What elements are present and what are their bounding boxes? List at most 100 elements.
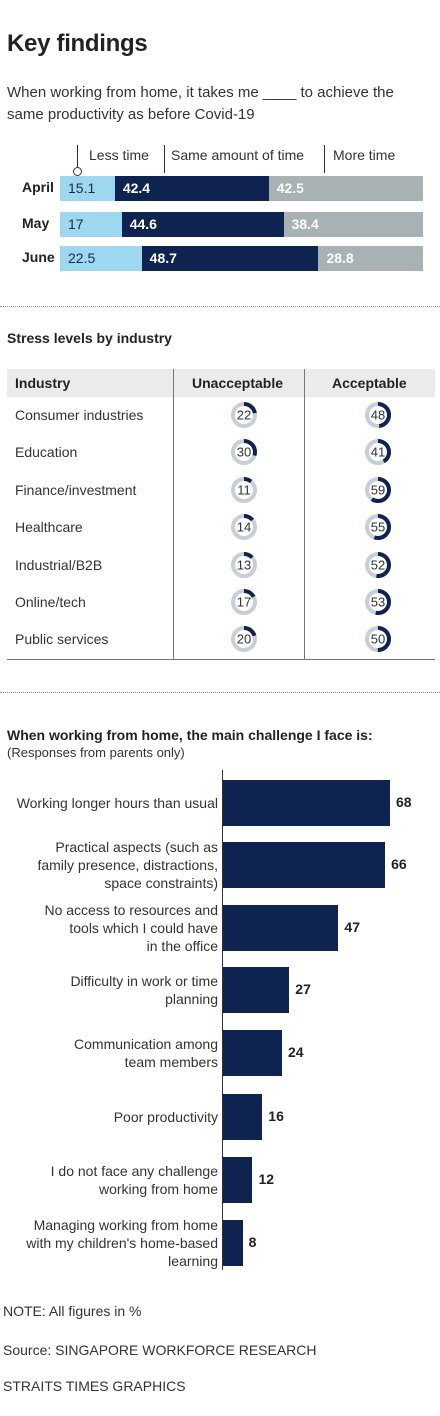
challenge-value: 8 bbox=[248, 1234, 257, 1250]
industry-name: Healthcare bbox=[15, 519, 83, 536]
challenge-label-line: No access to resources and bbox=[44, 902, 218, 918]
challenge-label-line: Practical aspects (such as bbox=[55, 839, 218, 855]
segment-same-time: 44.6 bbox=[121, 212, 284, 237]
table-row: Finance/investment 11 59 bbox=[7, 472, 435, 509]
acceptable-donut-value: 52 bbox=[371, 557, 385, 572]
challenge-label-line: I do not face any challenge bbox=[50, 1163, 218, 1179]
challenge-label: Difficulty in work or time planning bbox=[0, 972, 218, 1008]
challenge-section-title: When working from home, the main challen… bbox=[7, 727, 373, 743]
segment-less-time: 15.1 bbox=[60, 176, 115, 201]
stacked-row: April 15.1 42.4 42.5 bbox=[0, 176, 440, 201]
unacceptable-donut-arc bbox=[231, 589, 257, 615]
challenge-bar bbox=[223, 1157, 253, 1203]
acceptable-donut: 59 bbox=[365, 476, 391, 503]
unacceptable-donut-arc bbox=[231, 626, 257, 653]
acceptable-donut: 41 bbox=[365, 439, 391, 466]
segment-less-time: 22.5 bbox=[60, 246, 142, 271]
row-label-month: June bbox=[22, 249, 55, 265]
unacceptable-donut-arc bbox=[231, 439, 257, 466]
challenge-label: Communication among team members bbox=[0, 1035, 218, 1071]
challenge-label: No access to resources and tools which I … bbox=[0, 901, 218, 955]
segment-more-time: 28.8 bbox=[318, 246, 423, 271]
table-row: Education 30 41 bbox=[7, 434, 435, 471]
challenge-bar bbox=[223, 967, 290, 1013]
legend-tick-less-time bbox=[77, 145, 78, 169]
unacceptable-donut: 11 bbox=[231, 476, 257, 503]
page-title: Key findings bbox=[7, 30, 148, 57]
legend-more-time: More time bbox=[333, 147, 396, 163]
acceptable-donut-arc bbox=[365, 626, 391, 653]
table-row: Industrial/B2B 13 52 bbox=[7, 547, 435, 584]
challenge-value: 66 bbox=[391, 856, 407, 872]
challenge-bar bbox=[223, 905, 339, 951]
challenge-label-line: working from home bbox=[98, 1181, 218, 1197]
bar-axis bbox=[222, 770, 223, 1270]
acceptable-donut-arc bbox=[365, 514, 391, 541]
stacked-row: June 22.5 48.7 28.8 bbox=[0, 246, 440, 271]
table-bottom-rule bbox=[7, 659, 435, 660]
challenge-label-line: Difficulty in work or time bbox=[70, 973, 218, 989]
table-row: Consumer industries 22 48 bbox=[7, 397, 435, 434]
acceptable-donut: 52 bbox=[365, 551, 391, 578]
acceptable-donut: 53 bbox=[365, 589, 391, 615]
column-header-acceptable: Acceptable bbox=[332, 375, 407, 391]
table-row: Public services 20 50 bbox=[7, 621, 435, 658]
unacceptable-donut: 30 bbox=[231, 439, 257, 466]
challenge-value: 68 bbox=[396, 794, 412, 810]
challenge-label-line: learning bbox=[168, 1253, 218, 1269]
challenge-label: Practical aspects (such as family presenc… bbox=[0, 838, 218, 892]
industry-name: Public services bbox=[15, 631, 109, 648]
acceptable-donut-value: 41 bbox=[371, 445, 385, 460]
segment-more-time: 42.5 bbox=[268, 176, 423, 201]
challenge-bar bbox=[223, 1220, 243, 1266]
unacceptable-donut-arc bbox=[231, 551, 257, 578]
challenge-bar bbox=[223, 842, 386, 888]
challenge-value: 47 bbox=[344, 919, 360, 935]
challenge-label: Poor productivity bbox=[0, 1108, 218, 1126]
acceptable-donut-arc bbox=[365, 439, 391, 466]
unacceptable-donut: 13 bbox=[231, 551, 257, 578]
challenge-label-line: planning bbox=[165, 991, 218, 1007]
unacceptable-donut-value: 20 bbox=[237, 632, 251, 647]
acceptable-donut-arc bbox=[365, 551, 391, 578]
column-divider bbox=[173, 369, 174, 659]
acceptable-donut-value: 50 bbox=[371, 632, 385, 647]
table-row: Healthcare 14 55 bbox=[7, 509, 435, 546]
industry-name: Online/tech bbox=[15, 594, 86, 610]
challenge-bar bbox=[223, 1094, 263, 1140]
acceptable-donut-value: 59 bbox=[371, 482, 385, 497]
footnote: NOTE: All figures in % bbox=[3, 1303, 142, 1319]
legend-tick-more-time bbox=[324, 145, 325, 173]
column-divider bbox=[304, 369, 305, 659]
stacked-row: May 17 44.6 38.4 bbox=[0, 212, 440, 237]
unacceptable-donut: 20 bbox=[231, 626, 257, 653]
challenge-subtitle: (Responses from parents only) bbox=[7, 745, 185, 760]
segment-same-time: 48.7 bbox=[141, 246, 319, 271]
unacceptable-donut-value: 13 bbox=[237, 557, 251, 572]
segment-same-time: 42.4 bbox=[114, 176, 269, 201]
challenge-label: I do not face any challenge working from … bbox=[0, 1162, 218, 1198]
industry-name: Finance/investment bbox=[15, 481, 137, 498]
challenge-bar bbox=[223, 1030, 282, 1076]
acceptable-donut: 50 bbox=[365, 626, 391, 653]
challenge-label-line: Managing working from home bbox=[33, 1217, 218, 1233]
unacceptable-donut-value: 22 bbox=[237, 408, 251, 423]
challenge-label-line: tools which I could have bbox=[69, 920, 218, 936]
legend-same-time: Same amount of time bbox=[171, 147, 305, 163]
table-row: Online/tech 17 53 bbox=[7, 584, 435, 621]
column-header-industry: Industry bbox=[15, 375, 71, 391]
section-divider bbox=[0, 306, 440, 307]
unacceptable-donut-arc bbox=[231, 514, 257, 541]
challenge-label-line: with my children's home-based bbox=[26, 1235, 218, 1251]
acceptable-donut-value: 53 bbox=[371, 595, 385, 610]
unacceptable-donut: 17 bbox=[231, 589, 257, 615]
challenge-value: 27 bbox=[295, 981, 311, 997]
challenge-label-line: Working longer hours than usual bbox=[16, 795, 218, 811]
publisher-credit: STRAITS TIMES GRAPHICS bbox=[3, 1378, 186, 1394]
acceptable-donut-arc bbox=[365, 476, 391, 503]
section-divider bbox=[0, 692, 440, 693]
table-header: Industry Unacceptable Acceptable bbox=[7, 369, 435, 397]
segment-more-time: 38.4 bbox=[283, 212, 423, 237]
stress-section-title: Stress levels by industry bbox=[7, 330, 172, 346]
challenge-value: 12 bbox=[258, 1171, 275, 1187]
